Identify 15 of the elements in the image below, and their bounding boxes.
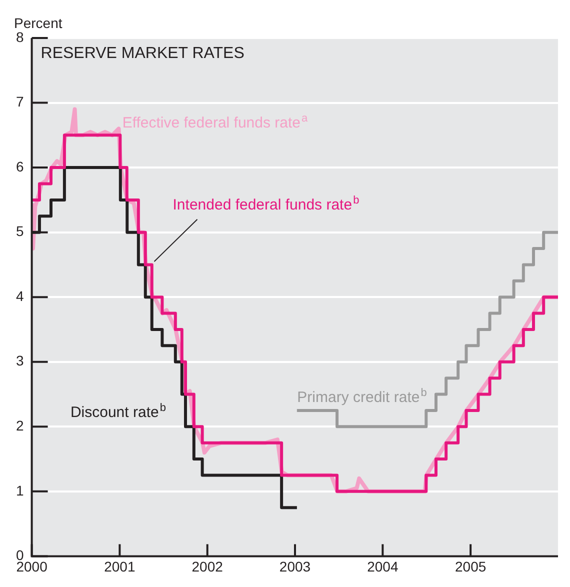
- y-tick-label: 1: [16, 482, 24, 498]
- x-tick-label: 2003: [279, 558, 311, 574]
- y-tick-label: 6: [16, 158, 24, 174]
- x-tick-label: 2005: [455, 558, 486, 574]
- y-tick-label: 4: [16, 288, 24, 304]
- y-tick-label: 3: [16, 352, 24, 369]
- y-axis-title: Percent: [14, 15, 62, 31]
- chart-title: RESERVE MARKET RATES: [40, 45, 244, 62]
- y-tick-label: 5: [16, 223, 24, 240]
- x-tick-label: 2004: [367, 558, 398, 574]
- x-tick-label: 2002: [192, 558, 224, 574]
- x-tick-label: 2001: [104, 558, 136, 574]
- y-tick-label: 8: [16, 28, 24, 45]
- y-tick-label: 2: [16, 418, 24, 434]
- y-tick-label: 7: [16, 94, 24, 110]
